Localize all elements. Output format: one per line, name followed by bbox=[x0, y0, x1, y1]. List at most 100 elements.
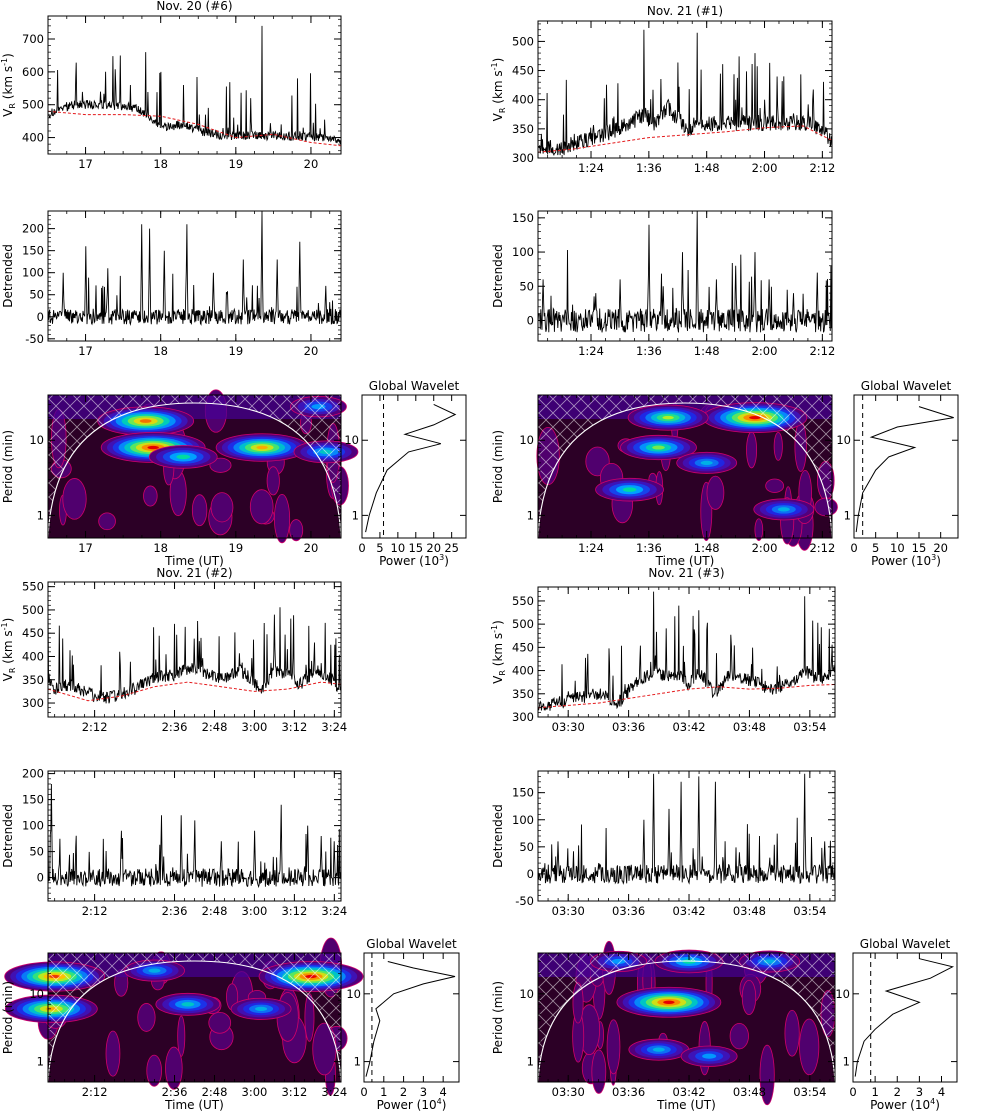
y-tick-label: 350 bbox=[22, 673, 44, 687]
y-tick-label: 300 bbox=[512, 151, 534, 165]
trend-series-line bbox=[537, 125, 833, 153]
y-tick-label: 0 bbox=[527, 867, 534, 881]
y-tick-label: 550 bbox=[512, 594, 534, 608]
wavelet-low-contour bbox=[706, 475, 725, 510]
wavelet-low-contour bbox=[729, 1023, 749, 1050]
global-wavelet-title: Global Wavelet bbox=[861, 379, 952, 393]
wavelet-low-contour bbox=[143, 485, 158, 507]
velocity-panel: 17 18 19 20 400 500 600 700 VR (km s-1) bbox=[0, 15, 342, 171]
wavelet-power-blob bbox=[662, 415, 674, 420]
wavelet-y-label: Period (min) bbox=[1, 430, 15, 503]
wavelet-low-contour bbox=[754, 518, 764, 541]
x-tick-label: 20 bbox=[933, 541, 948, 555]
x-tick-label: 0 bbox=[358, 541, 365, 555]
y-tick-label: 10 bbox=[29, 433, 44, 447]
x-tick-label: 03:54 bbox=[793, 720, 826, 734]
wavelet-power-blob bbox=[663, 1000, 675, 1004]
chart-title: Nov. 21 (#2) bbox=[156, 566, 232, 580]
x-tick-label: 2:12 bbox=[82, 904, 108, 918]
velocity-series-line bbox=[47, 25, 342, 145]
y-tick-label: 1 bbox=[37, 1055, 44, 1069]
y-tick-label: 700 bbox=[22, 32, 44, 46]
x-tick-label: 2:48 bbox=[202, 904, 228, 918]
global-axes-frame bbox=[853, 394, 959, 539]
wavelet-panel: 1:24 1:36 1:48 2:00 2:12 1 10 Period (min) Time … bbox=[491, 394, 838, 568]
y-tick-label: 1 bbox=[527, 508, 534, 522]
y-tick-label: 300 bbox=[512, 710, 534, 724]
x-tick-label: 17 bbox=[78, 344, 93, 358]
x-tick-label: 2:00 bbox=[752, 161, 778, 175]
x-tick-label: 2:36 bbox=[162, 904, 188, 918]
wavelet-panel: 03:30 03:36 03:42 03:48 03:54 1 10 Period (min)… bbox=[491, 940, 836, 1112]
trend-series-line bbox=[537, 684, 836, 709]
x-tick-label: 03:36 bbox=[612, 904, 645, 918]
wavelet-power-blob bbox=[652, 445, 665, 450]
wavelet-axes-frame bbox=[537, 952, 836, 1083]
wavelet-low-contour bbox=[177, 1015, 186, 1057]
x-tick-label: 03:36 bbox=[612, 1085, 645, 1099]
detrended-series-line bbox=[47, 783, 342, 889]
x-tick-label: 17 bbox=[78, 157, 93, 171]
x-tick-label: 2:12 bbox=[82, 1085, 108, 1099]
wavelet-low-contour bbox=[266, 466, 280, 496]
global-wavelet-panel: 0 1 2 3 4 1 10 Global Wavelet Power (104) bbox=[835, 937, 958, 1112]
wavelet-power-blob bbox=[139, 419, 152, 423]
x-tick-label: 2:00 bbox=[752, 344, 778, 358]
x-tick-label: 10 bbox=[890, 541, 905, 555]
cone-of-influence-line bbox=[537, 960, 836, 1083]
y-tick-label: 150 bbox=[512, 786, 534, 800]
x-tick-label: 1:36 bbox=[636, 161, 662, 175]
global-x-label: Power (103) bbox=[379, 553, 449, 568]
x-tick-label: 2:12 bbox=[82, 720, 108, 734]
wavelet-low-contour bbox=[746, 431, 758, 469]
wavelet-low-contour bbox=[606, 1019, 621, 1075]
y-tick-label: 450 bbox=[22, 626, 44, 640]
wavelet-power-blob bbox=[181, 1002, 195, 1007]
global-power-curve bbox=[365, 961, 456, 1077]
x-tick-label: 2:12 bbox=[809, 344, 835, 358]
y-tick-label: 500 bbox=[512, 617, 534, 631]
x-tick-label: 19 bbox=[229, 541, 244, 555]
y-tick-label: 1 bbox=[844, 508, 851, 522]
x-tick-label: 25 bbox=[444, 541, 459, 555]
y-tick-label: 50 bbox=[519, 279, 534, 293]
cone-of-influence-hatch bbox=[48, 953, 341, 1082]
global-x-label: Power (104) bbox=[870, 1097, 940, 1112]
velocity-series-line bbox=[47, 607, 342, 704]
velocity-series-line bbox=[537, 591, 836, 712]
wavelet-power-blob bbox=[255, 1006, 268, 1011]
y-tick-label: 10 bbox=[519, 987, 534, 1001]
wavelet-y-label: Period (min) bbox=[1, 981, 15, 1054]
y-tick-label: 450 bbox=[512, 64, 534, 78]
velocity-y-label: VR (km s-1) bbox=[490, 58, 507, 122]
y-tick-label: 1 bbox=[37, 508, 44, 522]
global-wavelet-panel: 0 5 10 15 20 1 10 Global Wavelet Power (103) bbox=[836, 379, 959, 568]
y-tick-label: 0 bbox=[37, 310, 44, 324]
x-tick-label: 03:36 bbox=[612, 720, 645, 734]
y-tick-label: 0 bbox=[37, 871, 44, 885]
wavelet-low-contour bbox=[146, 1054, 162, 1087]
x-tick-label: 2:00 bbox=[752, 541, 778, 555]
wavelet-power-blob bbox=[256, 445, 268, 450]
x-tick-label: 3:12 bbox=[281, 720, 307, 734]
x-tick-label: 03:42 bbox=[672, 904, 705, 918]
velocity-panel: 2:12 2:36 2:48 3:00 3:12 3:24 300 350 400 450 500 5… bbox=[0, 580, 347, 734]
x-tick-label: 3:12 bbox=[281, 1085, 307, 1099]
y-tick-label: 10 bbox=[835, 987, 850, 1001]
y-tick-label: 1 bbox=[843, 1055, 850, 1069]
x-tick-label: 03:48 bbox=[733, 720, 766, 734]
chart-b: Nov. 21 (#1) 1:24 1:36 1:48 2:00 2:12 300 350 40… bbox=[490, 4, 959, 568]
y-tick-label: 450 bbox=[512, 640, 534, 654]
velocity-y-label: VR (km s-1) bbox=[490, 620, 507, 684]
y-tick-label: 10 bbox=[346, 987, 361, 1001]
wavelet-low-contour bbox=[273, 493, 291, 544]
x-tick-label: 2:36 bbox=[162, 720, 188, 734]
trend-series-line bbox=[47, 681, 342, 702]
y-tick-label: -50 bbox=[515, 894, 534, 908]
cone-of-influence-line bbox=[537, 402, 833, 539]
wavelet-power-blob bbox=[700, 460, 713, 465]
x-tick-label: 03:30 bbox=[552, 1085, 585, 1099]
y-tick-label: -50 bbox=[25, 332, 44, 346]
y-tick-label: 1 bbox=[527, 1055, 534, 1069]
wavelet-panel: 17 18 19 20 1 10 Period (min) Time (UT) bbox=[1, 389, 359, 568]
